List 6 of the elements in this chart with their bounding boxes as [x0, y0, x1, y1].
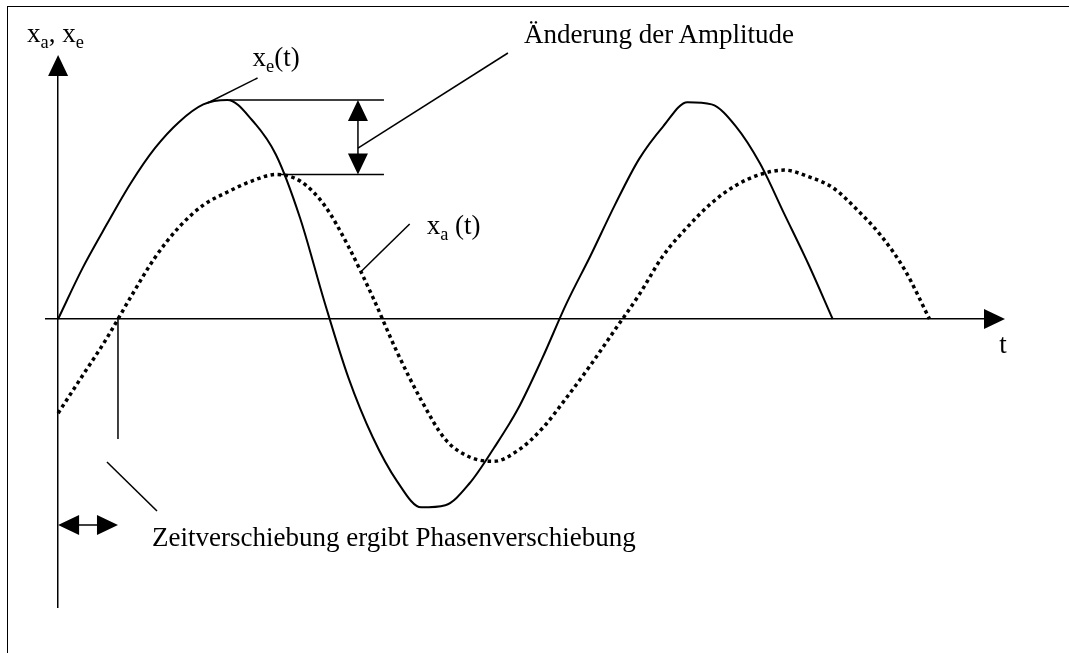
- text: Zeitverschiebung ergibt Phasenverschiebung: [151, 522, 636, 552]
- text: Änderung der Amplitude: [523, 19, 794, 49]
- y-axis-title: x$_{a}$, x$_{e}$: [27, 18, 84, 52]
- x-axis-title: t: [999, 329, 1007, 359]
- text: x$_{a}$ (t): [426, 209, 481, 244]
- series-label: x$_{e}$(t): [252, 42, 300, 76]
